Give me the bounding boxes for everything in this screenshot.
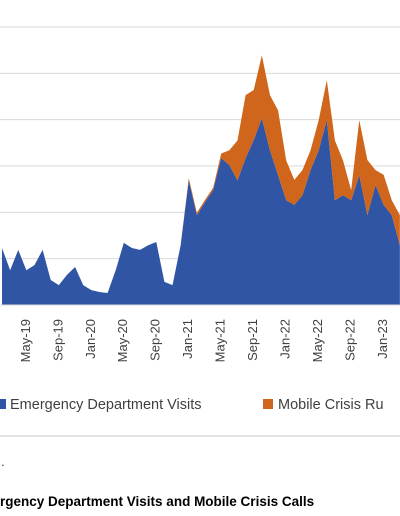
x-tick-label: May-20 <box>115 319 130 362</box>
area <box>2 118 400 305</box>
x-tick-label: Jan-21 <box>180 319 195 359</box>
caption: rgency Department Visits and Mobile Cris… <box>0 494 314 509</box>
legend-swatch <box>263 399 273 409</box>
x-tick-label: Jan-20 <box>83 319 98 359</box>
legend-label: Emergency Department Visits <box>10 397 202 413</box>
stray-mark: . <box>1 454 5 469</box>
x-tick-label: Sep-21 <box>245 319 260 361</box>
x-tick-label: May-22 <box>310 319 325 362</box>
chart-frame <box>0 435 400 437</box>
legend-label: Mobile Crisis Ru <box>278 397 384 413</box>
legend-swatch <box>0 399 6 409</box>
x-tick-label: Sep-20 <box>148 319 163 361</box>
x-tick-label: Jan-22 <box>278 319 293 359</box>
x-tick-label: May-21 <box>213 319 228 362</box>
x-tick-label: Sep-19 <box>50 319 65 361</box>
x-tick-label: May-19 <box>18 319 33 362</box>
x-tick-label: Jan-23 <box>375 319 390 359</box>
x-tick-label: Sep-22 <box>343 319 358 361</box>
